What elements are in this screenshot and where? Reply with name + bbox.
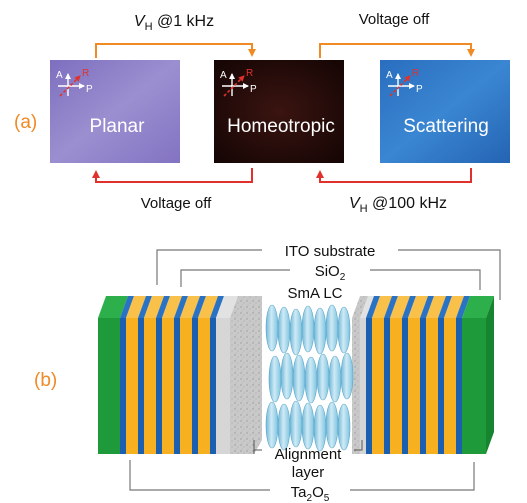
lc-molecule bbox=[340, 352, 354, 400]
lc-molecule bbox=[301, 305, 315, 353]
lc-molecule bbox=[280, 352, 294, 400]
alignment-label-line1: Alignment bbox=[275, 446, 343, 463]
panel-b-label: (b) bbox=[34, 370, 57, 391]
lc-label: SmA LC bbox=[287, 285, 342, 302]
sio2-bracket bbox=[180, 269, 481, 290]
ito-bracket bbox=[156, 249, 501, 300]
alignment-label-line2: layer bbox=[292, 464, 325, 481]
lc-molecule bbox=[289, 308, 303, 356]
lc-molecule bbox=[337, 403, 351, 451]
state-homeotropic-label: Homeotropic bbox=[227, 116, 335, 137]
state-scattering: Scattering bbox=[380, 60, 510, 163]
lc-molecule bbox=[313, 307, 327, 355]
lc-molecule bbox=[337, 306, 351, 354]
state-homeotropic: Homeotropic bbox=[214, 60, 344, 163]
lc-molecule bbox=[328, 355, 342, 403]
axes-icon-homeotropic: A P R bbox=[220, 68, 257, 97]
ta2o5-bracket bbox=[129, 460, 475, 491]
lc-molecule bbox=[325, 304, 339, 352]
lc-molecule bbox=[304, 356, 318, 404]
state-planar: Planar bbox=[50, 60, 180, 163]
alignment-bracket bbox=[253, 440, 363, 451]
lc-molecule bbox=[292, 354, 306, 402]
arrow-bottom-left bbox=[92, 168, 253, 183]
axes-icon-scattering: A P R bbox=[386, 68, 423, 97]
lc-molecule bbox=[313, 404, 327, 452]
state-scattering-label: Scattering bbox=[403, 116, 489, 137]
svg-text:P: P bbox=[250, 84, 257, 95]
arrow-bottom-left-label: Voltage off bbox=[141, 195, 212, 212]
left-substrate-stack bbox=[98, 296, 262, 454]
svg-text:R: R bbox=[412, 68, 419, 79]
panel-a-label: (a) bbox=[14, 112, 37, 133]
arrow-top-right-label: Voltage off bbox=[359, 11, 430, 28]
ito-label: ITO substrate bbox=[285, 243, 376, 260]
lc-molecule bbox=[265, 401, 279, 449]
svg-text:A: A bbox=[386, 70, 393, 81]
arrow-bottom-right-label: VH @100 kHz bbox=[349, 195, 447, 215]
lc-molecule bbox=[265, 304, 279, 352]
svg-text:A: A bbox=[220, 70, 227, 81]
svg-text:P: P bbox=[416, 84, 423, 95]
svg-text:R: R bbox=[82, 68, 89, 79]
lc-molecule bbox=[301, 402, 315, 450]
right-substrate-stack bbox=[352, 296, 494, 454]
lc-molecule bbox=[316, 353, 330, 401]
svg-text:A: A bbox=[56, 70, 63, 81]
ta2o5-label: Ta2O5 bbox=[291, 484, 330, 503]
arrow-top-right bbox=[319, 43, 475, 58]
svg-text:R: R bbox=[246, 68, 253, 79]
lc-molecule bbox=[268, 355, 282, 403]
lc-molecule bbox=[277, 306, 291, 354]
smectic-a-lc-molecules bbox=[265, 304, 354, 452]
arrow-top-left bbox=[95, 43, 256, 58]
state-planar-label: Planar bbox=[90, 116, 146, 137]
lc-molecule bbox=[289, 400, 303, 448]
arrow-bottom-right bbox=[316, 168, 472, 183]
arrow-top-left-label: VH @1 kHz bbox=[134, 13, 214, 33]
lc-molecule bbox=[325, 401, 339, 449]
sio2-label: SiO2 bbox=[315, 263, 346, 283]
axes-icon-planar: A P R bbox=[56, 68, 93, 97]
lc-molecule bbox=[277, 403, 291, 451]
svg-text:P: P bbox=[86, 84, 93, 95]
